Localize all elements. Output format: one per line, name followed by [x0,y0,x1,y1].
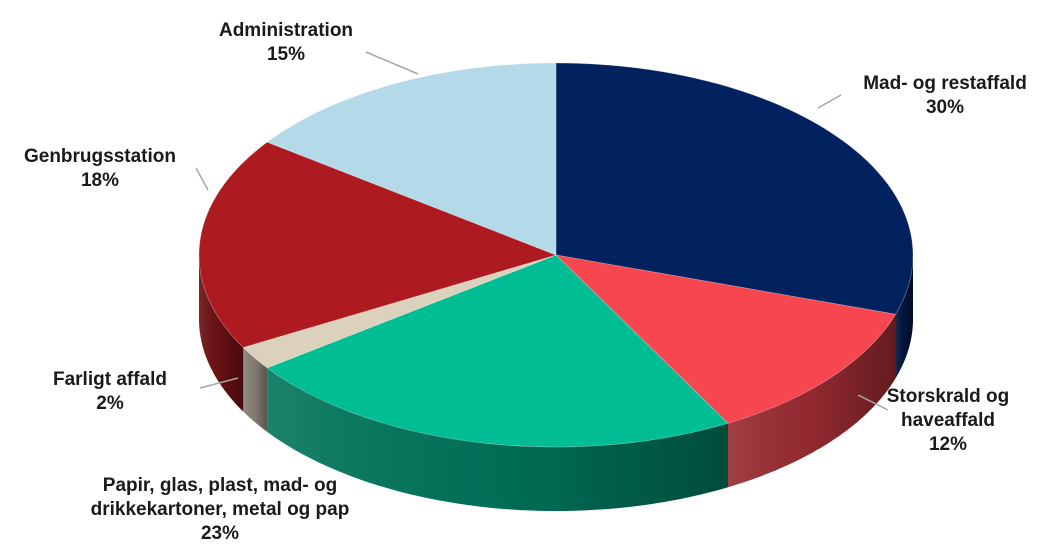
data-labels: Mad- og restaffald 30% Storskrald og haveaf… [24,20,1027,544]
data-label-line: 30% [926,97,964,118]
data-label-line: Farligt affald [53,369,167,390]
pie-side-shade-0 [895,255,913,379]
pie-slice-3 [242,254,557,369]
data-label-line: Papir, glas, plast, mad- og [103,475,337,496]
pie-sides [199,255,913,511]
leader-line-5 [365,51,419,75]
leader-lines [195,51,889,411]
data-label-line: Genbrugsstation [24,146,176,167]
data-label-line: Mad- og restaffald [863,73,1027,94]
data-label-5: Administration 15% [219,20,353,65]
data-label-1: Storskrald og haveaffald 12% [887,386,1009,455]
pie-slices [198,62,914,448]
data-label-line: Storskrald og [887,386,1009,407]
data-label-line: 2% [96,393,124,414]
leader-line-3 [199,377,239,389]
pie-side-shade-3 [243,347,268,432]
pie-side-shade-1 [728,314,896,488]
pie-slice-5 [266,62,557,256]
leader-line-0 [817,94,842,109]
pie-slice-4 [198,141,558,348]
data-label-4: Genbrugsstation 18% [24,146,176,191]
data-label-line: drikkekartoner, metal og pap [91,499,350,520]
data-label-line: 12% [929,434,967,455]
data-label-3: Farligt affald 2% [53,369,167,414]
pie-slice-0 [555,62,914,315]
pie-slice-2 [266,254,729,448]
data-label-2: Papir, glas, plast, mad- og drikkekartone… [91,475,350,544]
data-label-line: 15% [267,44,305,65]
pie-side-shade-2 [267,367,728,511]
data-label-line: 23% [201,523,239,544]
leader-line-1 [857,394,889,411]
pie-slice-1 [554,254,897,424]
leader-line-4 [195,167,209,191]
data-label-line: 18% [81,170,119,191]
data-label-line: Administration [219,20,353,41]
data-label-0: Mad- og restaffald 30% [863,73,1027,118]
data-label-line: haveaffald [901,410,995,431]
pie-side-shade-4 [199,255,244,412]
